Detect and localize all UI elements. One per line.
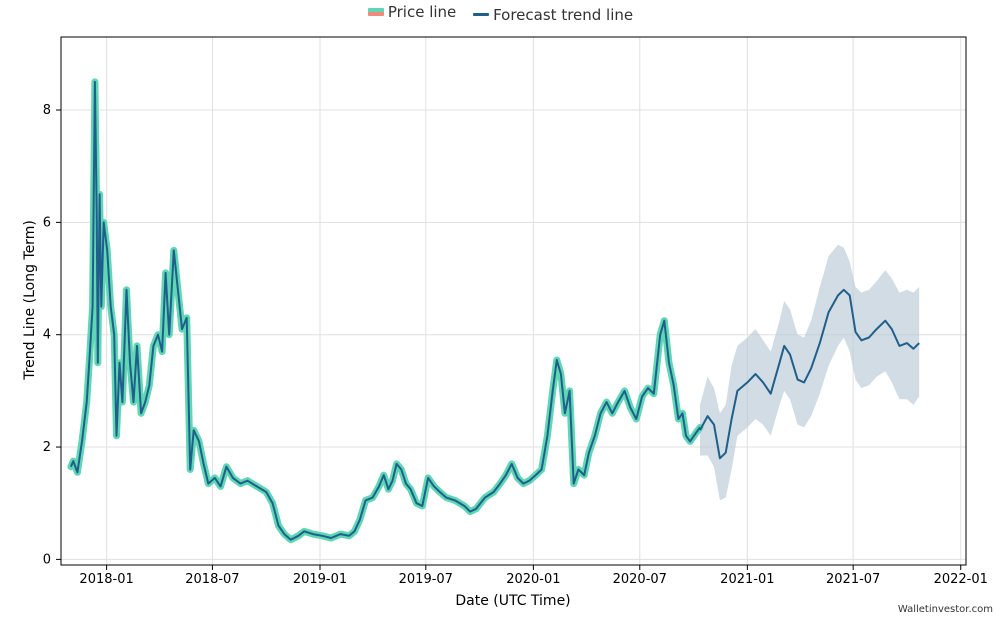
- chart-legend: Price line Forecast trend line: [0, 2, 1001, 24]
- x-tick-label: 2019-01: [293, 572, 347, 587]
- y-tick-label: 4: [43, 328, 51, 343]
- price-line-glow: [67, 78, 704, 544]
- y-tick-label: 6: [43, 215, 51, 230]
- x-tick-label: 2018-07: [185, 572, 239, 587]
- x-tick-label: 2022-01: [934, 572, 988, 587]
- x-tick-label: 2021-01: [720, 572, 774, 587]
- forecast-series: [699, 288, 920, 460]
- y-axis-ticks: 0 2 4 6 8: [43, 103, 61, 567]
- plot-frame: [60, 36, 967, 566]
- legend-item-price[interactable]: Price line: [367, 3, 457, 21]
- x-tick-label: 2021-07: [826, 572, 880, 587]
- y-axis-label: Trend Line (Long Term): [22, 220, 38, 381]
- legend-label-price: Price line: [387, 3, 457, 21]
- legend-swatch-price: [367, 8, 384, 16]
- legend-swatch-forecast: [473, 13, 490, 16]
- x-tick-label: 2020-01: [506, 572, 560, 587]
- y-tick-label: 8: [43, 103, 51, 118]
- x-tick-label: 2020-07: [613, 572, 667, 587]
- legend-label-forecast: Forecast trend line: [493, 5, 634, 24]
- y-tick-label: 0: [43, 552, 51, 567]
- watermark: Walletinvestor.com: [897, 604, 993, 615]
- price-series: [67, 78, 704, 544]
- y-tick-label: 2: [43, 440, 51, 455]
- x-tick-label: 2018-01: [79, 572, 133, 587]
- price-line: [69, 80, 701, 541]
- grid-lines: [61, 37, 966, 565]
- x-tick-label: 2019-07: [399, 572, 453, 587]
- x-axis-ticks: 2018-01 2018-07 2019-01 2019-07 2020-01 2020-…: [79, 565, 988, 587]
- legend-item-forecast[interactable]: Forecast trend line: [473, 6, 633, 24]
- x-axis-label: Date (UTC Time): [455, 593, 570, 609]
- forecast-line: [699, 288, 920, 460]
